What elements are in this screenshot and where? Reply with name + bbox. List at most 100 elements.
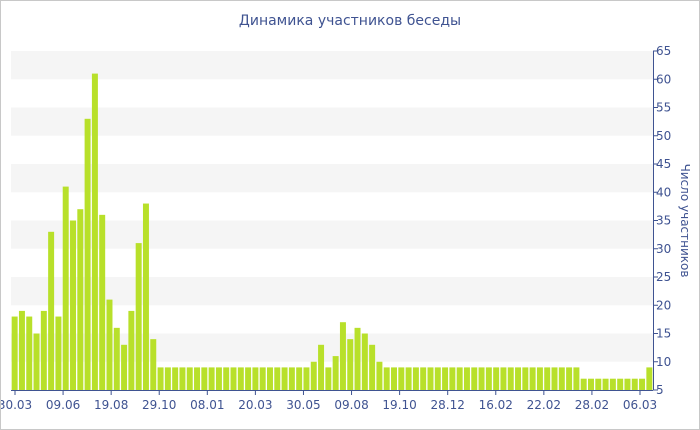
- bar: [551, 367, 558, 390]
- bar: [580, 378, 587, 390]
- bar: [55, 316, 62, 390]
- bar: [135, 243, 142, 390]
- bar: [522, 367, 529, 390]
- x-tick-label: 28.12: [431, 398, 465, 412]
- x-tick-label: 09.06: [46, 398, 80, 412]
- x-tick-label: 19.08: [94, 398, 128, 412]
- bar: [208, 367, 215, 390]
- bar: [252, 367, 259, 390]
- bar: [164, 367, 171, 390]
- bar: [106, 299, 113, 390]
- bar: [267, 367, 273, 390]
- bar: [259, 367, 266, 390]
- bar: [194, 367, 201, 390]
- x-tick-label: 28.02: [575, 398, 609, 412]
- grid-band: [11, 51, 653, 80]
- bar: [427, 367, 434, 390]
- bar: [434, 367, 441, 390]
- bar: [354, 327, 361, 390]
- y-axis-title: Число участников: [678, 164, 692, 278]
- bar: [485, 367, 492, 390]
- chart-title: Динамика участников беседы: [238, 13, 462, 29]
- bar: [456, 367, 463, 390]
- bar: [442, 367, 449, 390]
- bar: [609, 378, 616, 390]
- y-tick-label: 50: [656, 129, 671, 143]
- bar: [412, 367, 419, 390]
- bar: [624, 378, 631, 390]
- bar: [230, 367, 237, 390]
- bar: [420, 367, 427, 390]
- bar: [150, 339, 157, 390]
- bar: [215, 367, 222, 390]
- bar: [369, 344, 376, 390]
- bar: [186, 367, 193, 390]
- bar: [493, 367, 500, 390]
- bar: [602, 378, 609, 390]
- bar: [91, 73, 98, 390]
- bar: [179, 367, 186, 390]
- y-tick-label: 5: [656, 383, 664, 397]
- bar: [646, 367, 653, 390]
- y-tick-label: 55: [656, 101, 671, 115]
- bar: [318, 344, 325, 390]
- bar: [471, 367, 478, 390]
- y-tick-label: 60: [656, 72, 671, 86]
- bar: [310, 361, 317, 390]
- x-tick-label: 09.08: [334, 398, 368, 412]
- x-tick-label: 22.02: [527, 398, 561, 412]
- y-tick-label: 45: [656, 157, 671, 171]
- bar: [77, 209, 84, 390]
- grid-band: [11, 107, 653, 136]
- bar: [383, 367, 390, 390]
- x-tick-label: 20.03: [238, 398, 272, 412]
- x-tick-label: 06.03: [623, 398, 657, 412]
- bar: [536, 367, 543, 390]
- y-tick-label: 25: [656, 270, 671, 284]
- y-tick-label: 30: [656, 242, 671, 256]
- bar: [18, 310, 25, 390]
- bar: [325, 367, 332, 390]
- bar: [128, 310, 135, 390]
- x-tick-label: 16.02: [479, 398, 513, 412]
- y-tick-label: 20: [656, 298, 671, 312]
- y-tick-label: 15: [656, 327, 671, 341]
- bar: [529, 367, 536, 390]
- bar: [463, 367, 470, 390]
- x-tick-label: 29.10: [142, 398, 176, 412]
- y-tick-label: 40: [656, 185, 671, 199]
- bar: [398, 367, 405, 390]
- bar: [500, 367, 507, 390]
- bar: [332, 356, 339, 390]
- bar: [566, 367, 573, 390]
- grid-band: [11, 164, 653, 193]
- bar: [515, 367, 522, 390]
- bar: [11, 316, 18, 390]
- bar: [274, 367, 281, 390]
- y-tick-label: 65: [656, 44, 671, 58]
- bar: [245, 367, 252, 390]
- bar: [62, 186, 69, 390]
- bar: [223, 367, 230, 390]
- bar: [142, 203, 149, 390]
- bar: [361, 333, 368, 390]
- bar: [33, 333, 40, 390]
- bar: [339, 322, 346, 390]
- bar: [507, 367, 514, 390]
- bar: [121, 344, 128, 390]
- bar: [478, 367, 485, 390]
- x-tick-label: 30.03: [1, 398, 32, 412]
- bar: [99, 214, 106, 390]
- bar: [157, 367, 164, 390]
- bar: [113, 327, 120, 390]
- bar: [617, 378, 624, 390]
- bar: [288, 367, 295, 390]
- bar: [237, 367, 244, 390]
- bar: [449, 367, 456, 390]
- bar: [391, 367, 397, 390]
- bar: [595, 378, 602, 390]
- bar: [573, 367, 580, 390]
- bar: [347, 339, 354, 390]
- grid-band: [11, 277, 653, 306]
